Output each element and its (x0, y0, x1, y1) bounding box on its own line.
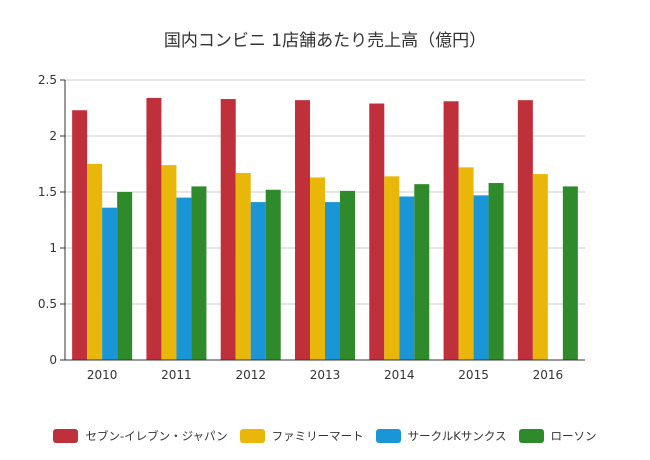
x-tick-label: 2010 (87, 368, 118, 382)
bar (384, 176, 400, 360)
bar (399, 196, 415, 360)
x-tick-label: 2013 (310, 368, 341, 382)
chart-title: 国内コンビニ 1店舗あたり売上高（億円） (164, 31, 486, 51)
bar (161, 165, 177, 360)
bar (176, 197, 192, 360)
legend-label: ファミリーマート (271, 429, 364, 443)
bar (102, 207, 118, 360)
legend-swatch (239, 429, 265, 443)
legend-label: セブン-イレブン・ジャパン (85, 429, 228, 443)
bar (250, 202, 266, 360)
legend-swatch (53, 429, 79, 443)
bar (488, 183, 504, 360)
bar (310, 177, 325, 360)
y-tick-label: 2.5 (38, 73, 57, 87)
legend-label: サークルKサンクス (407, 429, 507, 443)
x-tick-labels: 2010 2011 2012 2013 2014 2015 2016 (87, 368, 563, 382)
bar (458, 167, 474, 360)
bars (72, 97, 578, 361)
x-tick-label: 2015 (458, 368, 489, 382)
bar (191, 186, 207, 360)
bar (443, 101, 459, 360)
bar (369, 103, 385, 361)
y-tick-label: 0 (49, 353, 57, 367)
bar (87, 164, 103, 360)
bar (146, 97, 162, 361)
x-tick-label: 2011 (161, 368, 192, 382)
bar (325, 202, 340, 360)
x-tick-label: 2016 (533, 368, 564, 382)
bar (340, 190, 355, 360)
bar (117, 192, 133, 360)
bar (473, 195, 489, 360)
bar-chart: 国内コンビニ 1店舗あたり売上高（億円） 00.511.522.5 2010 20… (38, 31, 585, 382)
legend-label: ローソン (550, 429, 597, 443)
bar (414, 184, 430, 360)
y-tick-labels: 0 0.5 1 1.5 2 2.5 (38, 73, 57, 367)
legend-item[interactable]: セブン-イレブン・ジャパン (53, 428, 228, 444)
y-tick-label: 1.5 (38, 185, 57, 199)
bar (235, 172, 251, 360)
bar (265, 189, 281, 360)
x-tick-label: 2014 (384, 368, 415, 382)
legend-swatch (375, 429, 401, 443)
y-tick-label: 1 (49, 241, 57, 255)
bar (562, 186, 578, 360)
y-tick-label: 2 (49, 129, 57, 143)
axes (60, 79, 585, 361)
legend-item[interactable]: ファミリーマート (239, 428, 364, 444)
legend-swatch (518, 429, 544, 443)
y-tick-label: 0.5 (38, 297, 57, 311)
legend-item[interactable]: サークルKサンクス (375, 428, 507, 444)
bar (72, 110, 88, 361)
bar (517, 100, 533, 360)
x-tick-label: 2012 (235, 368, 266, 382)
legend: セブン-イレブン・ジャパン ファミリーマート サークルKサンクス ローソン (0, 428, 650, 444)
legend-item[interactable]: ローソン (518, 428, 597, 444)
bar (220, 99, 236, 360)
bar (532, 174, 548, 360)
bar (295, 100, 310, 360)
